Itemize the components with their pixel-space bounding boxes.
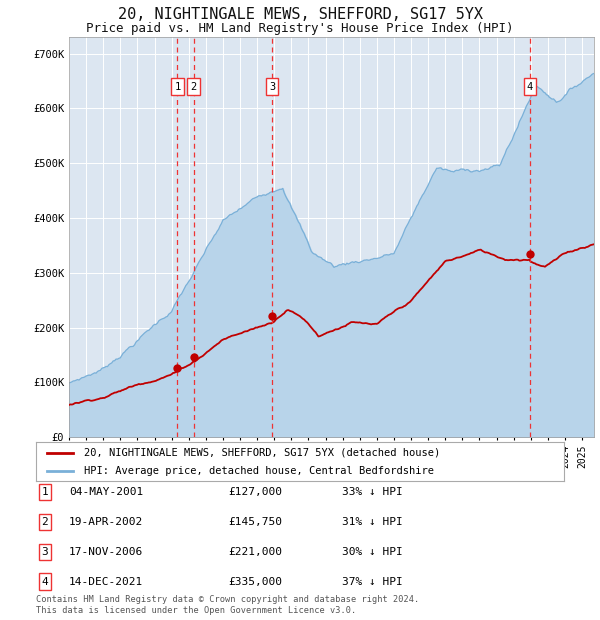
Text: 19-APR-2002: 19-APR-2002 xyxy=(69,517,143,527)
Text: 14-DEC-2021: 14-DEC-2021 xyxy=(69,577,143,587)
Text: 3: 3 xyxy=(269,81,275,92)
Text: 20, NIGHTINGALE MEWS, SHEFFORD, SG17 5YX (detached house): 20, NIGHTINGALE MEWS, SHEFFORD, SG17 5YX… xyxy=(83,448,440,458)
Text: 1: 1 xyxy=(41,487,49,497)
Text: 2: 2 xyxy=(41,517,49,527)
Text: 04-MAY-2001: 04-MAY-2001 xyxy=(69,487,143,497)
Text: Contains HM Land Registry data © Crown copyright and database right 2024.: Contains HM Land Registry data © Crown c… xyxy=(36,595,419,604)
Text: This data is licensed under the Open Government Licence v3.0.: This data is licensed under the Open Gov… xyxy=(36,606,356,615)
Text: 20, NIGHTINGALE MEWS, SHEFFORD, SG17 5YX: 20, NIGHTINGALE MEWS, SHEFFORD, SG17 5YX xyxy=(118,7,482,22)
Text: 37% ↓ HPI: 37% ↓ HPI xyxy=(342,577,403,587)
Text: £127,000: £127,000 xyxy=(228,487,282,497)
Text: 4: 4 xyxy=(41,577,49,587)
Text: Price paid vs. HM Land Registry's House Price Index (HPI): Price paid vs. HM Land Registry's House … xyxy=(86,22,514,35)
Text: 30% ↓ HPI: 30% ↓ HPI xyxy=(342,547,403,557)
Text: £221,000: £221,000 xyxy=(228,547,282,557)
Text: £145,750: £145,750 xyxy=(228,517,282,527)
Text: 1: 1 xyxy=(174,81,181,92)
Text: £335,000: £335,000 xyxy=(228,577,282,587)
Text: 3: 3 xyxy=(41,547,49,557)
Text: 33% ↓ HPI: 33% ↓ HPI xyxy=(342,487,403,497)
Text: 17-NOV-2006: 17-NOV-2006 xyxy=(69,547,143,557)
Text: 31% ↓ HPI: 31% ↓ HPI xyxy=(342,517,403,527)
Text: HPI: Average price, detached house, Central Bedfordshire: HPI: Average price, detached house, Cent… xyxy=(83,466,434,476)
Text: 4: 4 xyxy=(527,81,533,92)
Text: 2: 2 xyxy=(191,81,197,92)
